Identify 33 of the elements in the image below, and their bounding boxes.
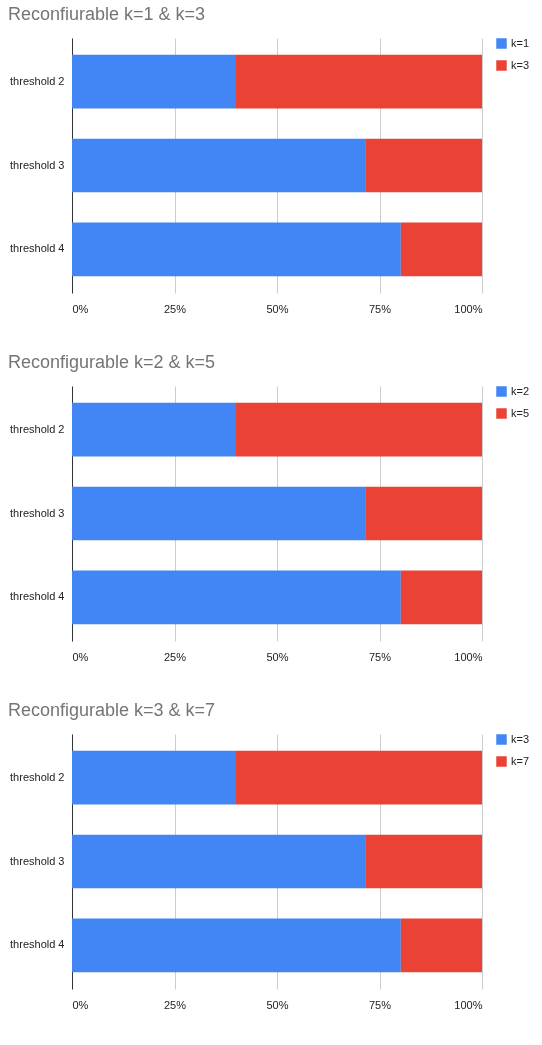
legend-label: k=3 <box>511 732 530 745</box>
y-tick-label: threshold 4 <box>10 938 65 951</box>
x-tick-label: 50% <box>266 302 289 315</box>
legend-label: k=1 <box>511 36 530 49</box>
y-tick-label: threshold 4 <box>10 242 65 255</box>
x-tick-label: 75% <box>368 998 392 1011</box>
y-tick-label: threshold 3 <box>10 854 65 867</box>
x-tick-label: 25% <box>163 302 187 315</box>
x-tick-label: 50% <box>266 998 289 1011</box>
chart-title: Reconfigurable k=2 & k=5 <box>8 352 216 372</box>
x-tick-label: 100% <box>454 650 483 663</box>
y-tick-label: threshold 2 <box>10 422 65 435</box>
chart-title: Reconfiurable k=1 & k=3 <box>8 4 206 24</box>
x-tick-label: 25% <box>163 998 187 1011</box>
x-tick-label: 25% <box>163 650 187 663</box>
chart-title: Reconfigurable k=3 & k=7 <box>8 700 216 720</box>
legend-label: k=2 <box>511 384 530 397</box>
y-tick-label: threshold 4 <box>10 590 65 603</box>
x-tick-label: 100% <box>454 302 483 315</box>
x-tick-label: 0% <box>72 998 89 1011</box>
x-tick-label: 100% <box>454 998 483 1011</box>
legend-label: k=3 <box>511 58 530 71</box>
y-tick-label: threshold 3 <box>10 506 65 519</box>
x-tick-label: 75% <box>368 302 392 315</box>
x-tick-label: 0% <box>72 650 89 663</box>
x-tick-label: 75% <box>368 650 392 663</box>
y-tick-label: threshold 2 <box>10 74 65 87</box>
y-tick-label: threshold 3 <box>10 158 65 171</box>
y-tick-label: threshold 2 <box>10 770 65 783</box>
legend-label: k=7 <box>511 754 530 767</box>
legend-label: k=5 <box>511 406 530 419</box>
x-tick-label: 50% <box>266 650 289 663</box>
x-tick-label: 0% <box>72 302 89 315</box>
